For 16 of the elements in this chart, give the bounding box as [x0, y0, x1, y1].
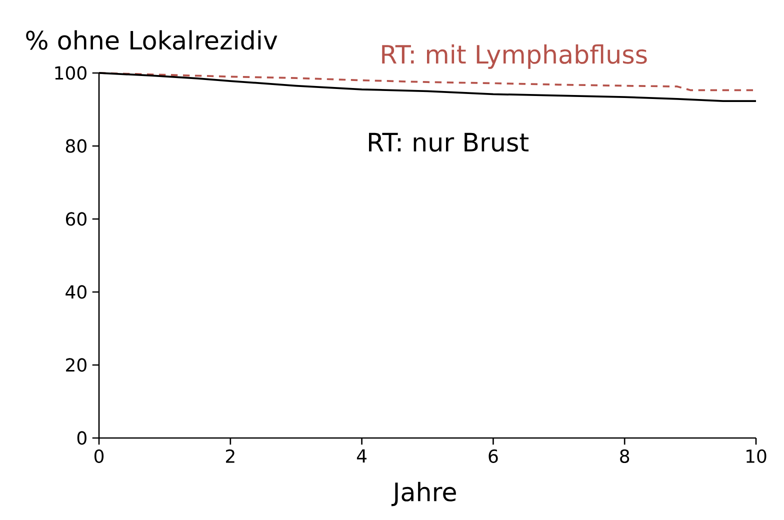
x-tick-label: 8	[620, 449, 630, 463]
x-tick-label: 2	[226, 449, 234, 463]
x-tick-label: 10	[746, 449, 766, 463]
y-tick-label: 100	[55, 66, 86, 80]
y-tick-label: 80	[66, 139, 86, 153]
x-tick-label: 6	[488, 449, 498, 463]
y-tick-label: 40	[66, 285, 86, 299]
y-tick-label: 20	[66, 358, 86, 372]
x-axis-title: Jahre	[391, 482, 456, 506]
series-label: RT: mit Lymphabfluss	[382, 44, 647, 69]
y-axis-title: % ohne Lokalrezidiv	[26, 30, 278, 50]
x-tick-label: 0	[94, 449, 104, 463]
x-tick-label: 4	[356, 449, 367, 462]
y-tick-label: 0	[77, 431, 86, 445]
series-label: RT: nur Brust	[369, 132, 529, 152]
y-tick-label: 60	[66, 212, 86, 226]
